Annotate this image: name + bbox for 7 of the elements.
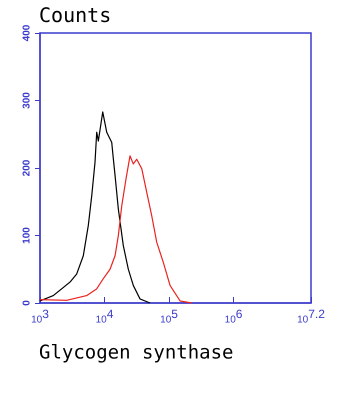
y-tick-label: 300: [22, 92, 32, 109]
y-tick-label: 200: [22, 159, 32, 176]
y-tick-label: 400: [22, 24, 32, 42]
y-tick-label: 0: [22, 300, 32, 306]
x-axis-title: Glycogen synthase: [39, 342, 234, 364]
y-tick-label: 100: [22, 226, 32, 244]
y-axis-title: Counts: [39, 3, 112, 27]
